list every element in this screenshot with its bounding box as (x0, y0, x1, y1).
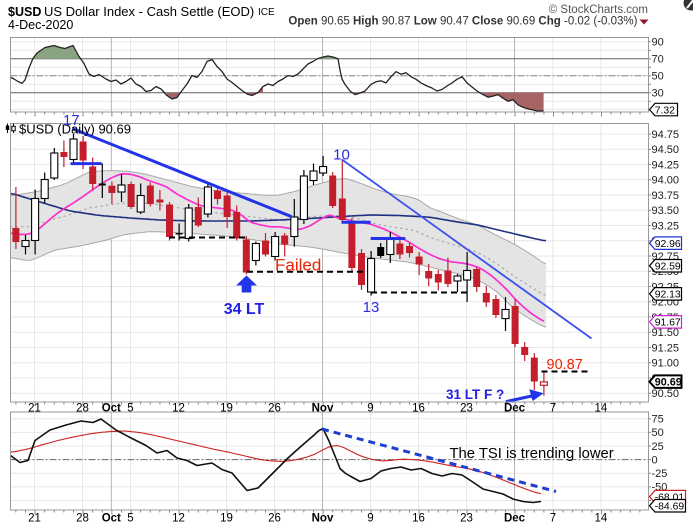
svg-text:92.96: 92.96 (655, 239, 681, 250)
svg-text:12: 12 (172, 513, 185, 525)
svg-text:US Dollar Index - Cash Settle: US Dollar Index - Cash Settle (EOD) (44, 4, 254, 19)
svg-text:Nov: Nov (312, 403, 334, 415)
svg-text:© StockCharts.com: © StockCharts.com (549, 4, 648, 16)
svg-text:91.25: 91.25 (652, 342, 680, 354)
svg-text:34 LT: 34 LT (224, 301, 265, 318)
svg-text:$USD (Daily) 90.69: $USD (Daily) 90.69 (19, 122, 131, 137)
svg-text:ICE: ICE (258, 7, 275, 18)
svg-text:The TSI is trending lower: The TSI is trending lower (450, 446, 614, 462)
svg-text:Dec: Dec (504, 403, 526, 415)
svg-text:9: 9 (367, 403, 373, 415)
svg-text:92.59: 92.59 (655, 262, 681, 273)
svg-text:14: 14 (595, 403, 608, 415)
svg-text:-68.01: -68.01 (655, 493, 685, 504)
svg-text:19: 19 (220, 513, 233, 525)
svg-text:75: 75 (652, 414, 664, 426)
svg-text:Nov: Nov (312, 513, 334, 525)
svg-text:14: 14 (595, 513, 608, 525)
svg-text:16: 16 (412, 513, 425, 525)
svg-text:-84.69: -84.69 (655, 502, 685, 513)
svg-text:19: 19 (220, 403, 233, 415)
svg-text:16: 16 (412, 403, 425, 415)
svg-text:91.00: 91.00 (652, 358, 680, 370)
svg-text:5: 5 (127, 403, 133, 415)
svg-text:93.75: 93.75 (652, 190, 680, 202)
svg-text:23: 23 (460, 513, 473, 525)
svg-text:26: 26 (268, 403, 281, 415)
svg-text:0: 0 (652, 454, 658, 466)
svg-text:30: 30 (652, 88, 664, 100)
svg-text:Open 90.65 High 90.87 Low 90: Open 90.65 High 90.87 Low 90.47 Close 90… (288, 16, 637, 28)
svg-text:94.50: 94.50 (652, 144, 680, 156)
svg-text:Failed: Failed (275, 256, 321, 275)
svg-text:7: 7 (550, 513, 556, 525)
svg-text:31 LT F ?: 31 LT F ? (446, 387, 504, 402)
svg-text:93.50: 93.50 (652, 205, 680, 217)
svg-text:Oct: Oct (102, 403, 121, 415)
svg-text:17: 17 (63, 112, 80, 129)
svg-text:70: 70 (652, 54, 664, 66)
svg-text:21: 21 (28, 403, 41, 415)
svg-text:94.75: 94.75 (652, 129, 680, 141)
svg-text:12: 12 (172, 403, 185, 415)
svg-text:91.50: 91.50 (652, 327, 680, 339)
svg-text:91.67: 91.67 (655, 318, 681, 329)
svg-text:13: 13 (363, 299, 380, 316)
svg-text:50: 50 (652, 427, 664, 439)
svg-text:94.25: 94.25 (652, 159, 680, 171)
svg-text:90.50: 90.50 (652, 388, 680, 400)
svg-text:28: 28 (76, 513, 89, 525)
svg-text:7.32: 7.32 (655, 105, 675, 116)
svg-text:Oct: Oct (102, 513, 121, 525)
svg-text:90.87: 90.87 (547, 357, 583, 373)
svg-text:25: 25 (652, 441, 664, 453)
svg-text:90: 90 (652, 37, 664, 49)
svg-text:93.25: 93.25 (652, 220, 680, 232)
svg-text:94.00: 94.00 (652, 175, 680, 187)
svg-text:50: 50 (652, 71, 664, 83)
svg-text:7: 7 (550, 403, 556, 415)
svg-text:21: 21 (28, 513, 41, 525)
svg-text:10: 10 (333, 147, 350, 164)
svg-text:5: 5 (127, 513, 133, 525)
svg-text:Dec: Dec (504, 513, 526, 525)
svg-text:-25: -25 (652, 468, 668, 480)
svg-text:90.69: 90.69 (655, 377, 682, 389)
svg-text:28: 28 (76, 403, 89, 415)
svg-text:4-Dec-2020: 4-Dec-2020 (8, 18, 73, 32)
svg-text:9: 9 (367, 513, 373, 525)
svg-text:$USD: $USD (8, 5, 41, 19)
svg-text:26: 26 (268, 513, 281, 525)
svg-text:92.13: 92.13 (655, 290, 681, 301)
svg-text:23: 23 (460, 403, 473, 415)
